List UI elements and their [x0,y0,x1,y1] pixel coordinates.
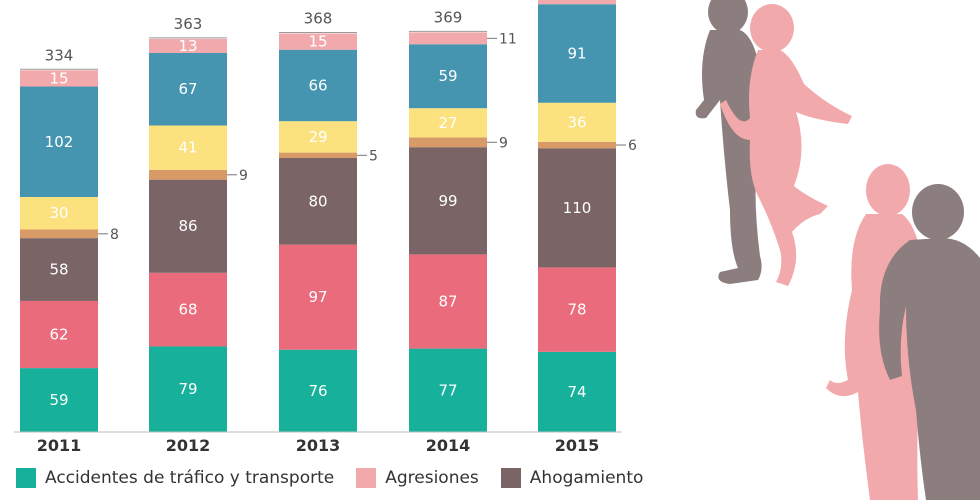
x-tick-label: 2011 [37,436,82,455]
bar-segment [538,351,616,432]
bar-segment [409,348,487,432]
data-label: 86 [178,217,197,235]
data-label: 30 [49,204,68,222]
bar-segment [20,368,98,432]
bar-segment [538,0,616,5]
total-label: 363 [174,15,203,33]
data-label: 76 [308,382,327,400]
data-label: 15 [308,33,327,51]
total-label: 369 [434,8,463,26]
data-label: 79 [178,380,197,398]
data-label: 77 [438,381,457,399]
x-tick-label: 2015 [555,436,600,455]
bar-segment [409,254,487,349]
data-label: 41 [178,139,197,157]
bar-segment [409,137,487,148]
data-label: 9 [239,168,248,184]
data-label: 59 [49,391,68,409]
bar-segment [538,141,616,149]
data-label: 87 [438,292,457,310]
legend-label: Accidentes de tráfico y transporte [45,468,335,488]
bar-segment [279,152,357,159]
data-label: 99 [438,192,457,210]
data-label: 6 [628,138,637,154]
bar-segment [20,229,98,239]
data-label: 66 [308,76,327,94]
data-label: 67 [178,80,197,98]
bar-segment [538,102,616,142]
legend-item-ahogamiento: Ahogamiento [500,468,644,488]
legend-item-agresiones: Agresiones [356,468,479,488]
bar-segment [149,179,227,273]
data-label: 80 [308,192,327,210]
man-silhouette [879,184,980,500]
data-label: 15 [49,69,68,87]
adult-silhouette [695,0,765,284]
bar-segment [20,196,98,230]
bar-segment [279,244,357,350]
data-label: 78 [567,301,586,319]
legend-swatch [356,468,377,488]
bar-segment [279,49,357,122]
bar-segment [409,44,487,109]
bar-segment [279,349,357,432]
bar-segment [409,147,487,255]
data-label: 36 [567,113,586,131]
bar-segment [149,38,227,53]
data-label: 68 [178,301,197,319]
bar-segment [538,267,616,352]
data-label: 13 [178,37,197,55]
bar-segment [149,169,227,180]
bar-segment [149,125,227,170]
bar-segment [20,300,98,369]
legend-label: Ahogamiento [529,468,644,488]
data-label: 9 [499,135,508,151]
bar-segment [149,272,227,347]
bar-segment [20,238,98,301]
bar-segment [20,86,98,197]
legend-swatch [500,468,521,488]
data-label: 5 [369,148,378,164]
chart-legend: Accidentes de tráfico y transporte Agres… [16,468,665,488]
bar-segment [20,70,98,87]
bar-segment [279,33,357,50]
x-tick-label: 2013 [296,436,341,455]
bar-segment [279,158,357,245]
data-label: 11 [499,31,517,47]
data-label: 102 [45,133,74,151]
bar-segment [538,148,616,268]
legend-swatch [16,468,36,488]
data-label: 29 [308,128,327,146]
bar-segment [279,121,357,153]
x-tick-label: 2012 [166,436,211,455]
data-label: 110 [563,199,592,217]
bar-segment [409,32,487,45]
data-label: 62 [49,326,68,344]
x-tick-label: 2014 [426,436,471,455]
data-label: 27 [438,114,457,132]
data-label: 97 [308,288,327,306]
total-label: 368 [304,9,333,27]
data-label: 8 [110,227,119,243]
bar-segment [538,4,616,103]
bar-segment [409,108,487,138]
bar-segment [149,52,227,126]
data-label: 91 [567,44,586,62]
data-label: 58 [49,261,68,279]
data-label: 23 [567,0,586,1]
data-label: 74 [567,383,586,401]
data-label: 59 [438,67,457,85]
total-label: 334 [45,46,74,64]
child-silhouette [720,4,852,286]
people-silhouettes [695,0,980,500]
legend-label: Agresiones [385,468,479,488]
bar-segment [149,346,227,432]
legend-item-accidentes: Accidentes de tráfico y transporte [16,468,334,488]
